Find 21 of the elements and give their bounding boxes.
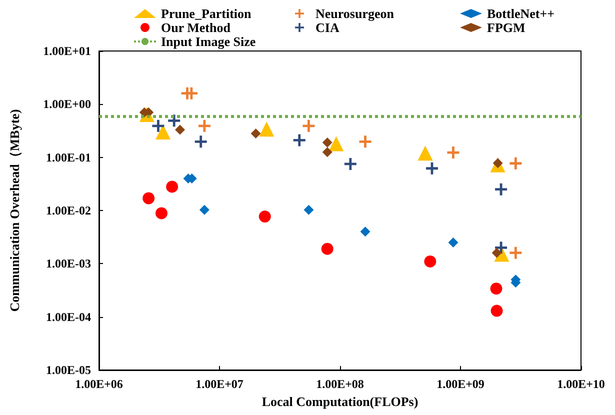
x-tick-label: 1.00E+07: [196, 377, 244, 391]
legend-label: Prune_Partition: [161, 6, 252, 21]
y-tick-label: 1.00E+01: [43, 44, 91, 58]
y-axis-title: Communication Overhead（MByte): [7, 109, 22, 312]
legend-label: CIA: [316, 20, 340, 35]
y-tick-label: 1.00E+00: [43, 97, 91, 112]
legend-label: Our Method: [161, 20, 232, 35]
x-tick-label: 1.00E+08: [316, 377, 364, 391]
x-tick-label: 1.00E+10: [557, 377, 605, 391]
y-tick-label: 1.00E-02: [46, 204, 91, 218]
x-tick-label: 1.00E+06: [75, 377, 123, 391]
legend-label: Input Image Size: [161, 34, 256, 49]
x-tick-label: 1.00E+09: [436, 377, 484, 391]
y-tick-label: 1.00E-01: [46, 150, 91, 164]
legend-label: FPGM: [487, 20, 526, 35]
legend-label: BottleNet++: [487, 6, 555, 21]
legend-label: Neurosurgeon: [316, 6, 395, 21]
x-axis-title: Local Computation(FLOPs): [262, 394, 418, 409]
y-tick-label: 1.00E-05: [46, 363, 91, 377]
y-tick-label: 1.00E-03: [46, 256, 91, 271]
y-tick-label: 1.00E-04: [46, 310, 91, 324]
